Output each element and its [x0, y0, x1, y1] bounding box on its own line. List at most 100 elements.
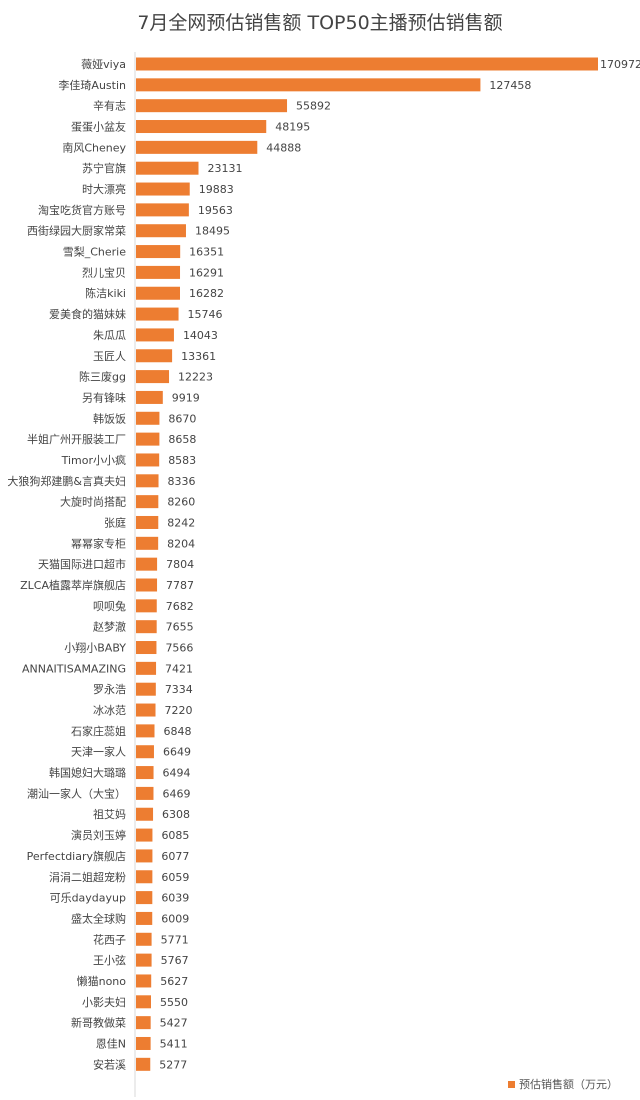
data-label: 6469: [162, 787, 190, 800]
bar: [136, 974, 152, 988]
bar: [136, 140, 258, 154]
bar: [136, 661, 157, 675]
bar: [136, 745, 154, 759]
category-label: 韩国媳妇大璐璐: [49, 766, 126, 780]
data-label: 7804: [166, 558, 194, 571]
category-label: 冰冰范: [93, 703, 126, 717]
category-label: 祖艾妈: [93, 807, 126, 821]
category-label: 苏宁官旗: [82, 161, 126, 175]
category-label: 石家庄蕊姐: [71, 724, 126, 738]
data-label: 5427: [160, 1017, 188, 1030]
data-label: 8670: [168, 412, 196, 425]
data-label: 7220: [165, 704, 193, 717]
bar: [136, 1057, 151, 1071]
chart-title: 7月全网预估销售额 TOP50主播预估销售额: [137, 12, 503, 34]
bar: [136, 1036, 151, 1050]
bar: [136, 78, 481, 92]
category-label: 淘宝吃货官方账号: [38, 203, 126, 217]
data-label: 7655: [166, 621, 194, 634]
category-label: 西街绿园大厨家常菜: [27, 224, 126, 238]
data-label: 6848: [164, 725, 192, 738]
bar: [136, 57, 598, 71]
bar: [136, 620, 157, 634]
bar: [136, 703, 156, 717]
data-label: 23131: [208, 162, 243, 175]
bar: [136, 265, 181, 279]
category-label: 赵梦澈: [93, 620, 126, 634]
data-label: 7787: [166, 579, 194, 592]
category-label: 懒猫nono: [77, 974, 127, 988]
bar: [136, 807, 154, 821]
data-label: 8242: [167, 516, 195, 529]
bar: [136, 849, 153, 863]
data-label: 170972: [600, 58, 640, 71]
bar: [136, 870, 153, 884]
data-label: 6494: [163, 767, 191, 780]
data-label: 6077: [161, 850, 189, 863]
data-label: 5767: [161, 954, 189, 967]
category-label: 玉匠人: [93, 350, 126, 363]
bar: [136, 932, 152, 946]
category-label: 雪梨_Cherie: [63, 245, 126, 259]
category-label: 陈三废gg: [79, 370, 126, 384]
data-label: 6009: [161, 912, 189, 925]
legend-label: 预估销售额（万元）: [519, 1078, 618, 1091]
category-label: 爱美食的猫妹妹: [49, 307, 126, 321]
data-label: 16282: [189, 287, 224, 300]
legend: 预估销售额（万元）: [508, 1076, 618, 1092]
bar: [136, 349, 173, 363]
category-label: 恩佳N: [96, 1036, 126, 1050]
bar: [136, 724, 155, 738]
category-label: ANNAITISAMAZING: [22, 662, 126, 675]
bar: [136, 536, 159, 550]
data-label: 5627: [160, 975, 188, 988]
bar: [136, 474, 159, 488]
data-label: 6308: [162, 808, 190, 821]
bar: [136, 515, 159, 529]
category-label: 小影夫妇: [82, 996, 126, 1009]
data-label: 8260: [167, 496, 195, 509]
bar: [136, 161, 199, 175]
bar: [136, 557, 158, 571]
bar: [136, 120, 267, 134]
category-label: 新哥教做菜: [71, 1016, 126, 1030]
bar: [136, 599, 157, 613]
data-label: 6085: [161, 829, 189, 842]
category-label: 小翔小BABY: [64, 641, 126, 655]
data-label: 5411: [160, 1037, 188, 1050]
data-label: 8336: [168, 475, 196, 488]
category-label: 大狼狗郑建鹏&言真夫妇: [7, 474, 126, 488]
category-label: 陈洁kiki: [85, 286, 126, 300]
data-label: 7421: [165, 662, 193, 675]
bar: [136, 766, 154, 780]
category-label: 时大漂亮: [82, 182, 126, 196]
data-label: 48195: [275, 121, 310, 134]
data-label: 8204: [167, 537, 195, 550]
bar: [136, 307, 179, 321]
data-label: 6059: [161, 871, 189, 884]
bar: [136, 286, 180, 300]
data-label: 55892: [296, 100, 331, 113]
data-label: 8658: [168, 433, 196, 446]
category-label: 潮汕一家人（大宝）: [27, 786, 126, 800]
data-label: 18495: [195, 225, 230, 238]
category-label: 天津一家人: [71, 745, 126, 759]
category-label: 花西子: [93, 933, 126, 946]
data-label: 7334: [165, 683, 193, 696]
category-label: 幂幂家专柜: [71, 536, 126, 550]
category-label: 南风Cheney: [62, 141, 126, 154]
legend-swatch: [508, 1080, 515, 1088]
category-label: 演员刘玉婷: [71, 828, 126, 842]
bar: [136, 495, 159, 509]
category-label: 张庭: [104, 515, 126, 529]
bar: [136, 891, 153, 905]
category-label: 薇娅viya: [81, 57, 126, 71]
bar: [136, 911, 153, 925]
category-label: ZLCA植露萃岸旗舰店: [20, 578, 126, 592]
bar: [136, 953, 152, 967]
data-label: 14043: [183, 329, 218, 342]
bar: [136, 453, 160, 467]
bar: [136, 828, 153, 842]
data-label: 9919: [172, 391, 200, 404]
